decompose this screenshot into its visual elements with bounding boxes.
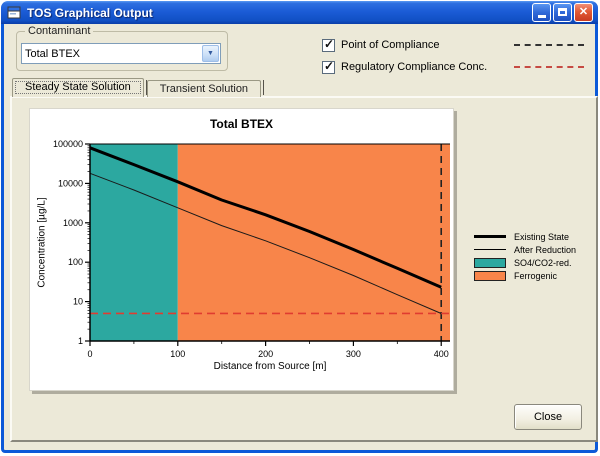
svg-text:400: 400 bbox=[434, 349, 449, 359]
svg-text:10: 10 bbox=[73, 297, 83, 307]
close-button[interactable]: Close bbox=[514, 404, 582, 430]
point-of-compliance-checkbox[interactable]: ✓ bbox=[322, 36, 335, 52]
poc-dashed-line-swatch bbox=[514, 44, 584, 46]
svg-text:300: 300 bbox=[346, 349, 361, 359]
app-icon bbox=[7, 6, 21, 18]
point-of-compliance-label: Point of Compliance bbox=[341, 39, 440, 51]
teal-region-swatch bbox=[474, 257, 506, 268]
tab-separator bbox=[263, 80, 265, 95]
legend-item-ferrogenic: Ferrogenic bbox=[474, 269, 596, 282]
orange-region-swatch bbox=[474, 270, 506, 281]
svg-text:10000: 10000 bbox=[58, 178, 83, 188]
chart-plot: 1 10 100 1000 10000 100000 0 100 200 300 400 bbox=[53, 139, 450, 359]
chevron-down-icon[interactable]: ▼ bbox=[202, 45, 219, 62]
legend-item-so4co2: SO4/CO2-red. bbox=[474, 256, 596, 269]
tab-separator bbox=[145, 80, 147, 95]
rcc-dashed-line-swatch bbox=[514, 66, 584, 68]
contaminant-groupbox: Contaminant Total BTEX ▼ bbox=[16, 25, 228, 71]
chart-legend: Existing State After Reduction SO4/CO2-r… bbox=[474, 230, 596, 282]
y-axis-label: Concentration [µg/L] bbox=[36, 197, 48, 288]
svg-text:1000: 1000 bbox=[63, 218, 83, 228]
svg-text:0: 0 bbox=[87, 349, 92, 359]
contaminant-group-label: Contaminant bbox=[25, 25, 94, 37]
tab-strip: Steady State Solution Transient Solution bbox=[12, 78, 265, 97]
legend-item-existing-state: Existing State bbox=[474, 230, 596, 243]
contaminant-dropdown[interactable]: Total BTEX ▼ bbox=[21, 43, 221, 64]
svg-text:200: 200 bbox=[258, 349, 273, 359]
window-title: TOS Graphical Output bbox=[27, 5, 153, 20]
tab-transient-solution[interactable]: Transient Solution bbox=[146, 80, 262, 97]
check-icon: ✓ bbox=[324, 36, 335, 51]
minimize-button[interactable] bbox=[532, 3, 551, 22]
regulatory-compliance-row: ✓ Regulatory Compliance Conc. bbox=[322, 58, 584, 76]
regulatory-compliance-checkbox[interactable]: ✓ bbox=[322, 58, 335, 74]
svg-text:100: 100 bbox=[68, 257, 83, 267]
chart-title: Total BTEX bbox=[209, 117, 274, 131]
svg-text:100: 100 bbox=[170, 349, 185, 359]
regulatory-compliance-label: Regulatory Compliance Conc. bbox=[341, 61, 488, 73]
check-icon: ✓ bbox=[324, 58, 335, 73]
chart-container: 1 10 100 1000 10000 100000 0 100 200 300 400 Total… bbox=[29, 108, 454, 391]
legend-item-after-reduction: After Reduction bbox=[474, 243, 596, 256]
point-of-compliance-row: ✓ Point of Compliance bbox=[322, 36, 584, 54]
thin-line-swatch bbox=[474, 249, 506, 250]
close-window-button[interactable]: ✕ bbox=[574, 3, 593, 22]
client-area: Contaminant Total BTEX ▼ ✓ Point of Comp… bbox=[4, 24, 598, 450]
tab-steady-state-solution[interactable]: Steady State Solution bbox=[12, 78, 144, 97]
svg-text:1: 1 bbox=[78, 336, 83, 346]
contaminant-selected-value: Total BTEX bbox=[25, 47, 81, 60]
title-bar[interactable]: TOS Graphical Output ✕ bbox=[1, 1, 598, 24]
svg-text:100000: 100000 bbox=[53, 139, 83, 149]
thick-line-swatch bbox=[474, 235, 506, 238]
x-axis-label: Distance from Source [m] bbox=[213, 361, 327, 372]
compliance-options: ✓ Point of Compliance ✓ Regulatory Compl… bbox=[322, 36, 584, 80]
maximize-button[interactable] bbox=[553, 3, 572, 22]
tab-page-panel: 1 10 100 1000 10000 100000 0 100 200 300 400 Total… bbox=[10, 96, 598, 442]
